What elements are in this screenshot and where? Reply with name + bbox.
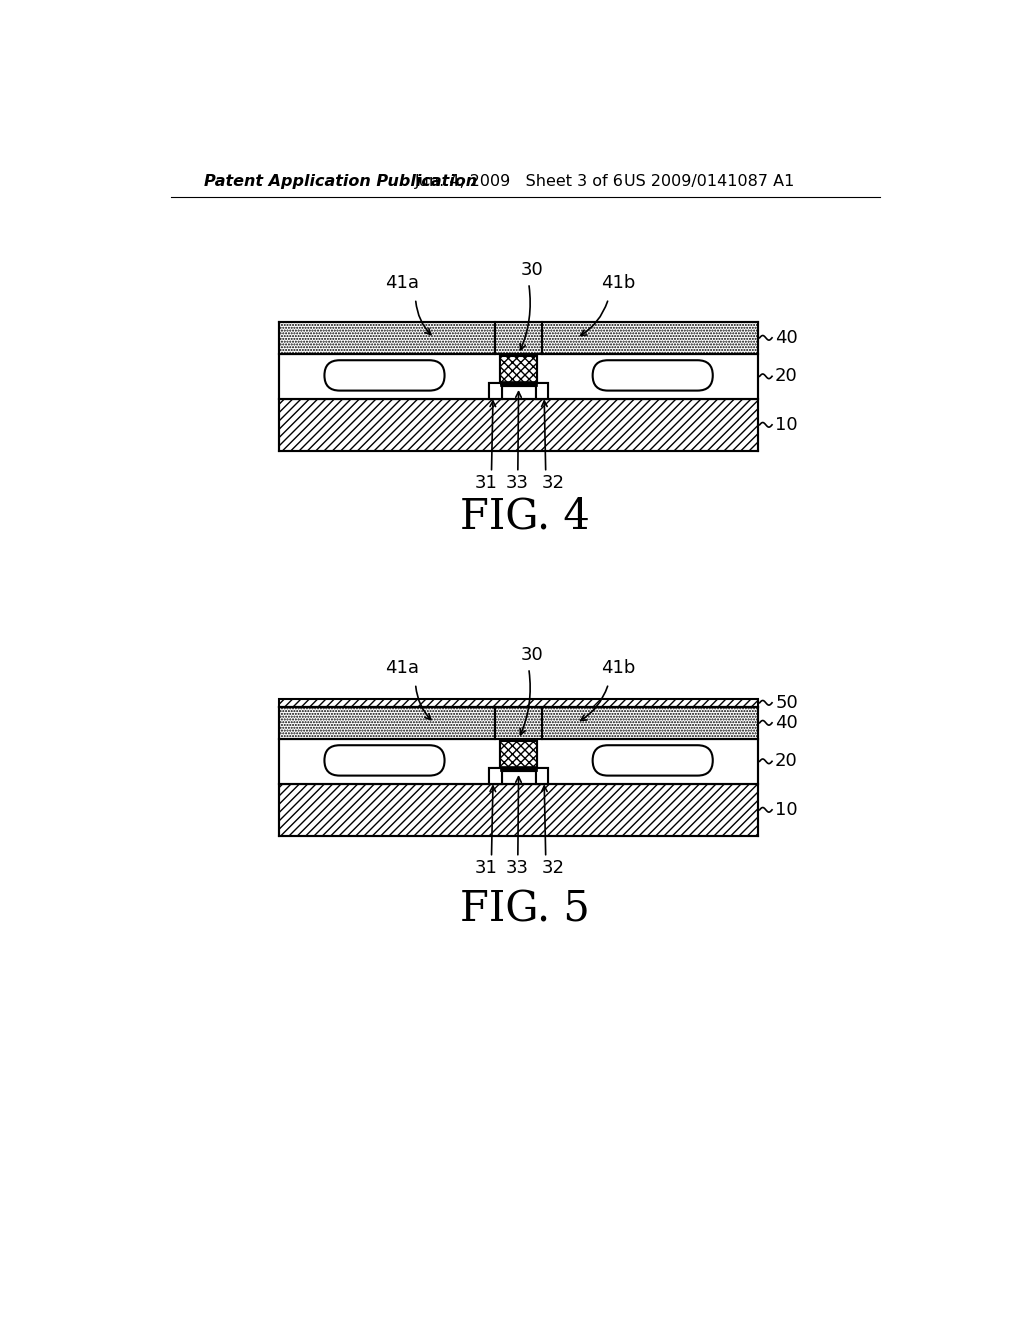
Bar	[489, 768, 502, 784]
Bar	[280, 706, 496, 739]
Bar	[500, 741, 538, 771]
Bar	[496, 322, 542, 354]
Bar	[280, 784, 758, 836]
Bar	[280, 399, 758, 451]
Text: 10: 10	[775, 416, 798, 434]
Text: 30: 30	[521, 261, 544, 280]
Text: 50: 50	[775, 694, 798, 711]
Text: 20: 20	[775, 752, 798, 771]
Bar	[280, 354, 758, 399]
Bar	[542, 706, 758, 739]
Bar	[500, 741, 538, 771]
Bar	[280, 322, 496, 354]
Bar	[489, 383, 502, 399]
Bar	[280, 739, 758, 784]
Text: 32: 32	[542, 474, 564, 492]
Bar	[489, 768, 502, 784]
Bar	[280, 706, 496, 739]
Text: 41b: 41b	[601, 275, 635, 293]
Bar	[280, 322, 496, 354]
Bar	[500, 355, 538, 387]
Text: 32: 32	[542, 859, 564, 876]
Bar	[500, 741, 538, 771]
Text: 33: 33	[506, 474, 528, 492]
Bar	[496, 706, 542, 739]
Text: 40: 40	[775, 714, 798, 731]
Text: 41a: 41a	[385, 660, 419, 677]
Bar	[500, 355, 538, 387]
Text: Jun. 4, 2009   Sheet 3 of 6: Jun. 4, 2009 Sheet 3 of 6	[415, 174, 624, 189]
Bar	[489, 383, 502, 399]
Bar	[496, 322, 542, 354]
Text: 30: 30	[521, 647, 544, 664]
Text: FIG. 4: FIG. 4	[460, 495, 590, 537]
Bar	[536, 383, 548, 399]
FancyBboxPatch shape	[325, 746, 444, 776]
Text: FIG. 5: FIG. 5	[460, 888, 590, 931]
Bar	[500, 741, 538, 771]
Bar	[280, 700, 758, 706]
Bar	[542, 706, 758, 739]
Bar	[280, 784, 758, 836]
Bar	[500, 355, 538, 387]
Bar	[500, 381, 538, 387]
Bar	[500, 766, 538, 771]
Text: 20: 20	[775, 367, 798, 385]
FancyBboxPatch shape	[593, 746, 713, 776]
Bar	[500, 381, 538, 387]
Bar	[536, 768, 548, 784]
Text: 41a: 41a	[385, 275, 419, 293]
Text: US 2009/0141087 A1: US 2009/0141087 A1	[624, 174, 795, 189]
Bar	[542, 322, 758, 354]
FancyBboxPatch shape	[593, 360, 713, 391]
Bar	[542, 322, 758, 354]
Text: 33: 33	[506, 859, 528, 876]
Text: 10: 10	[775, 801, 798, 818]
Text: 31: 31	[474, 474, 498, 492]
Bar	[500, 355, 538, 387]
Text: 41b: 41b	[601, 660, 635, 677]
Bar	[536, 383, 548, 399]
Bar	[500, 766, 538, 771]
Bar	[496, 706, 542, 739]
Text: 31: 31	[474, 859, 498, 876]
Text: Patent Application Publication: Patent Application Publication	[204, 174, 477, 189]
Bar	[536, 768, 548, 784]
Text: 40: 40	[775, 329, 798, 347]
Bar	[280, 700, 758, 706]
FancyBboxPatch shape	[325, 360, 444, 391]
Bar	[280, 399, 758, 451]
